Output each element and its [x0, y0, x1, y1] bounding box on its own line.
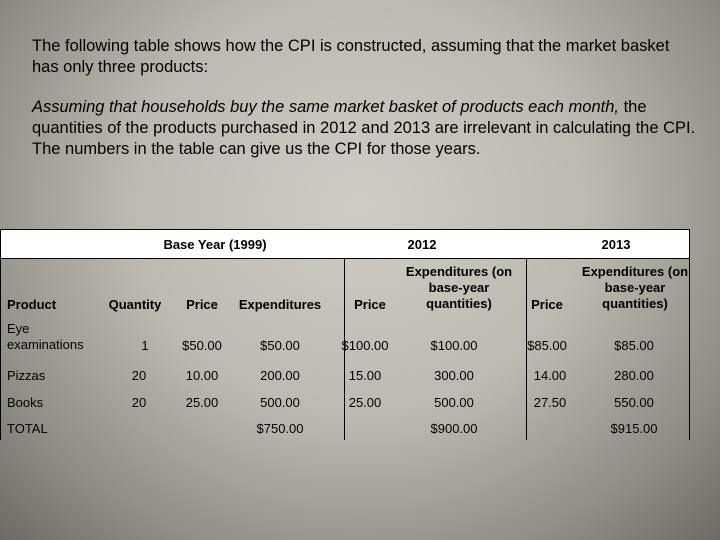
row-eye-exp-base: $50.00: [260, 338, 300, 353]
row-pizzas-exp-2013: 280.00: [614, 368, 654, 383]
row-books-exp-2013: 550.00: [614, 395, 654, 410]
row-total-exp-2013: $915.00: [610, 421, 658, 436]
assumption-normal: the quantities of the products purchased…: [32, 98, 696, 158]
row-pizzas-price-base: 10.00: [185, 368, 219, 383]
row-eye-price-base: $50.00: [182, 338, 222, 353]
intro-text: The following table shows how the CPI is…: [32, 37, 670, 76]
row-books-price-2012: 25.00: [348, 395, 382, 410]
group-header-2012: 2012: [407, 237, 437, 252]
group-header-2013: 2013: [601, 237, 631, 252]
row-pizzas-exp-2012: 300.00: [434, 368, 474, 383]
row-books-quantity: 20: [131, 395, 147, 410]
table-left-border: [0, 229, 1, 440]
row-total-exp-base: $750.00: [256, 421, 304, 436]
divider-2013: [526, 258, 527, 440]
col-header-expenditures-base: Expenditures: [238, 297, 322, 312]
row-eye-quantity: 1: [141, 338, 149, 353]
table-right-border: [689, 229, 690, 440]
col-header-expenditures-2012: Expenditures (on base-year quantities): [405, 264, 513, 311]
col-header-price-2013: Price: [531, 297, 563, 312]
col-header-quantity: Quantity: [108, 297, 162, 312]
row-total-label: TOTAL: [7, 421, 48, 436]
row-pizzas-exp-base: 200.00: [260, 368, 300, 383]
row-books-price-base: 25.00: [185, 395, 219, 410]
table-header-band: [0, 229, 690, 258]
row-eye-exp-2013: $85.00: [614, 338, 654, 353]
cpi-table: Base Year (1999) 2012 2013 Product Quant…: [0, 229, 690, 441]
row-books-product: Books: [7, 395, 44, 410]
row-total-exp-2012: $900.00: [430, 421, 478, 436]
row-books-exp-base: 500.00: [260, 395, 300, 410]
table-top-rule: [0, 229, 690, 230]
assumption-italic: Assuming that households buy the same ma…: [32, 98, 619, 116]
row-pizzas-price-2013: 14.00: [533, 368, 567, 383]
row-pizzas-quantity: 20: [131, 368, 147, 383]
assumption-text: Assuming that households buy the same ma…: [32, 97, 702, 160]
col-header-price-2012: Price: [354, 297, 386, 312]
row-books-price-2013: 27.50: [533, 395, 567, 410]
col-header-expenditures-2013: Expenditures (on base-year quantities): [581, 264, 689, 311]
divider-2012: [344, 258, 345, 440]
row-eye-exp-2012: $100.00: [430, 338, 478, 353]
row-eye-price-2012: $100.00: [341, 338, 389, 353]
row-pizzas-product: Pizzas: [7, 368, 46, 383]
group-header-base-year: Base Year (1999): [163, 237, 267, 252]
col-header-product: Product: [7, 297, 57, 312]
row-pizzas-price-2012: 15.00: [348, 368, 382, 383]
row-eye-price-2013: $85.00: [527, 338, 567, 353]
table-header-rule: [0, 258, 690, 259]
col-header-price-base: Price: [186, 297, 218, 312]
row-eye-product: Eye examinations: [7, 321, 84, 352]
row-books-exp-2012: 500.00: [434, 395, 474, 410]
